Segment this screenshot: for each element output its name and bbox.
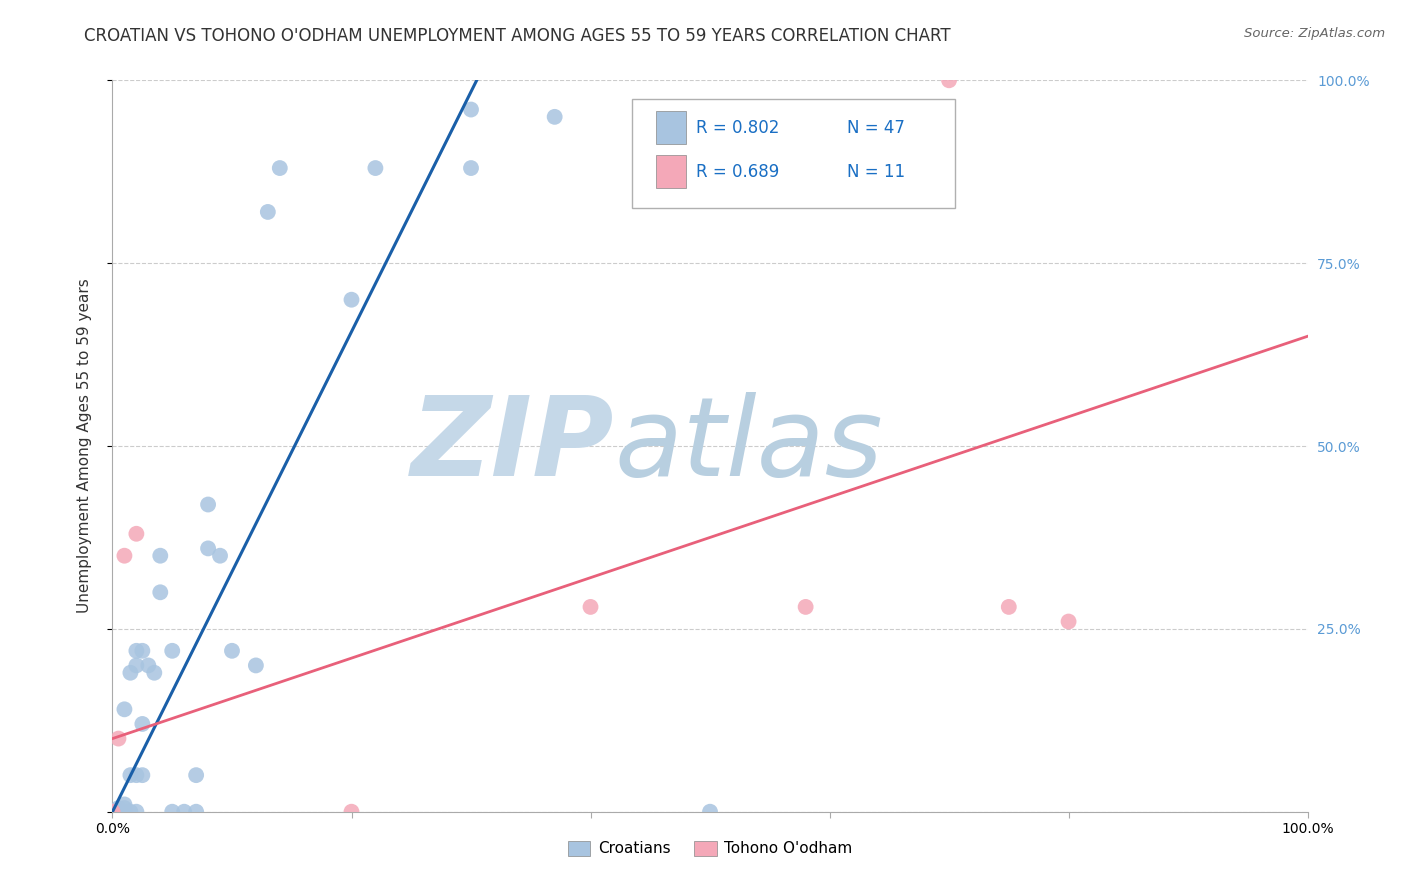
Text: R = 0.802: R = 0.802 bbox=[696, 119, 779, 136]
Point bbox=[131, 644, 153, 658]
Point bbox=[257, 205, 280, 219]
Point bbox=[101, 805, 124, 819]
Point bbox=[340, 293, 363, 307]
Text: CROATIAN VS TOHONO O'ODHAM UNEMPLOYMENT AMONG AGES 55 TO 59 YEARS CORRELATION CH: CROATIAN VS TOHONO O'ODHAM UNEMPLOYMENT … bbox=[84, 27, 950, 45]
Point bbox=[107, 801, 129, 815]
Point bbox=[101, 805, 124, 819]
Point bbox=[101, 805, 124, 819]
Point bbox=[125, 526, 148, 541]
Text: N = 47: N = 47 bbox=[848, 119, 905, 136]
Point bbox=[221, 644, 243, 658]
Point bbox=[107, 731, 129, 746]
Point bbox=[107, 805, 129, 819]
FancyBboxPatch shape bbox=[657, 112, 686, 145]
Point bbox=[125, 805, 148, 819]
Point bbox=[699, 805, 721, 819]
Point bbox=[998, 599, 1021, 614]
Point bbox=[460, 103, 482, 117]
Point bbox=[209, 549, 232, 563]
Point bbox=[101, 805, 124, 819]
Point bbox=[120, 665, 142, 680]
Point bbox=[101, 805, 124, 819]
Point bbox=[138, 658, 160, 673]
Point bbox=[143, 665, 166, 680]
Y-axis label: Unemployment Among Ages 55 to 59 years: Unemployment Among Ages 55 to 59 years bbox=[77, 278, 91, 614]
Point bbox=[543, 110, 565, 124]
Point bbox=[162, 805, 183, 819]
Point bbox=[197, 541, 219, 556]
Text: N = 11: N = 11 bbox=[848, 162, 905, 181]
Text: R = 0.689: R = 0.689 bbox=[696, 162, 779, 181]
Point bbox=[120, 768, 142, 782]
Point bbox=[101, 805, 124, 819]
Text: atlas: atlas bbox=[614, 392, 883, 500]
Point bbox=[186, 768, 208, 782]
Point bbox=[269, 161, 291, 175]
Point bbox=[131, 768, 153, 782]
FancyBboxPatch shape bbox=[657, 155, 686, 188]
Point bbox=[125, 768, 148, 782]
Point bbox=[114, 805, 135, 819]
Point bbox=[125, 658, 148, 673]
Point bbox=[107, 805, 129, 819]
Text: Source: ZipAtlas.com: Source: ZipAtlas.com bbox=[1244, 27, 1385, 40]
Point bbox=[149, 549, 172, 563]
Point bbox=[173, 805, 195, 819]
Point bbox=[149, 585, 172, 599]
Point bbox=[101, 805, 124, 819]
Point bbox=[120, 805, 142, 819]
Point bbox=[131, 717, 153, 731]
Point bbox=[125, 644, 148, 658]
Text: ZIP: ZIP bbox=[411, 392, 614, 500]
Point bbox=[114, 797, 135, 812]
Point bbox=[101, 805, 124, 819]
Legend: Croatians, Tohono O'odham: Croatians, Tohono O'odham bbox=[561, 835, 859, 863]
Point bbox=[114, 549, 135, 563]
Point bbox=[245, 658, 267, 673]
Point bbox=[162, 644, 183, 658]
FancyBboxPatch shape bbox=[633, 99, 955, 209]
Point bbox=[186, 805, 208, 819]
Point bbox=[101, 805, 124, 819]
Point bbox=[114, 702, 135, 716]
Point bbox=[794, 599, 817, 614]
Point bbox=[114, 801, 135, 815]
Point bbox=[340, 805, 363, 819]
Point bbox=[579, 599, 602, 614]
Point bbox=[364, 161, 387, 175]
Point bbox=[460, 161, 482, 175]
Point bbox=[101, 805, 124, 819]
Point bbox=[1057, 615, 1080, 629]
Point bbox=[197, 498, 219, 512]
Point bbox=[938, 73, 960, 87]
